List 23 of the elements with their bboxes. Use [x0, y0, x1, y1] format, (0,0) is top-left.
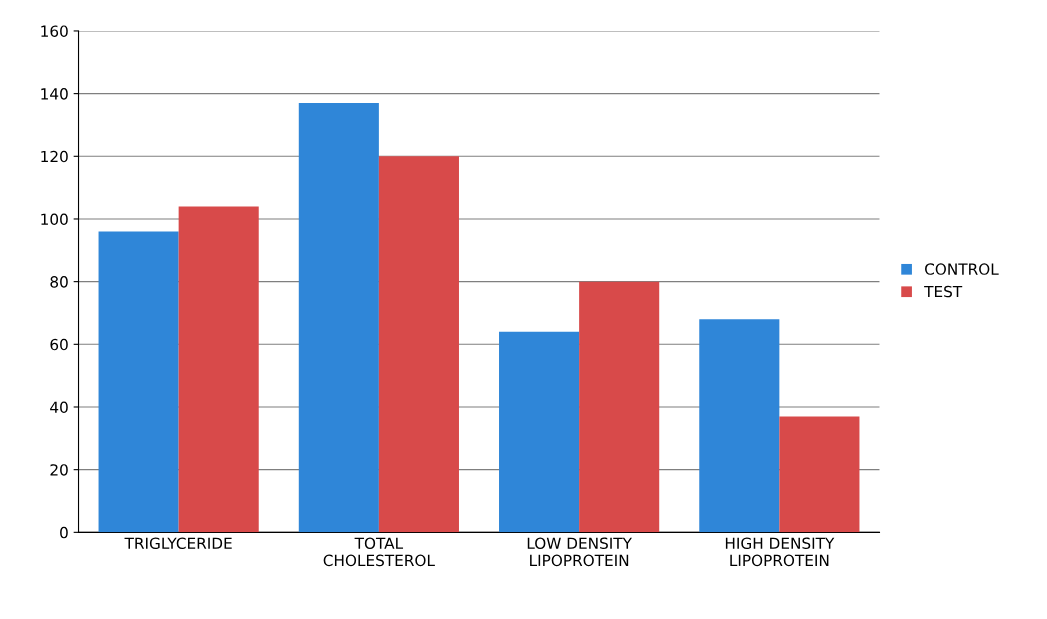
bar — [378, 156, 459, 533]
y-tick-label: 60 — [50, 338, 68, 351]
x-tick-label: HIGH DENSITY LIPOPROTEIN — [725, 537, 835, 567]
y-tick-label: 160 — [41, 25, 68, 37]
y-tick-label: 80 — [50, 276, 68, 288]
bar — [779, 416, 860, 533]
y-tick-label: 120 — [41, 150, 68, 163]
y-tick-label: 0 — [60, 526, 68, 539]
x-tick-label: LOW DENSITY LIPOPROTEIN — [527, 537, 632, 567]
bar — [178, 206, 259, 533]
y-tick-label: 40 — [50, 401, 68, 414]
bar — [298, 103, 379, 533]
y-tick-label: 100 — [41, 213, 68, 225]
bar — [499, 331, 580, 533]
bar — [579, 281, 660, 533]
bar — [699, 319, 780, 533]
legend-label: CONTROL — [925, 263, 999, 275]
x-tick-label: TOTAL CHOLESTEROL — [323, 537, 435, 567]
legend-label: TEST — [924, 285, 963, 298]
y-tick-label: 20 — [50, 464, 68, 476]
y-tick-label: 140 — [41, 88, 68, 100]
x-tick-label: TRIGLYCERIDE — [124, 537, 232, 550]
bar — [98, 231, 179, 533]
